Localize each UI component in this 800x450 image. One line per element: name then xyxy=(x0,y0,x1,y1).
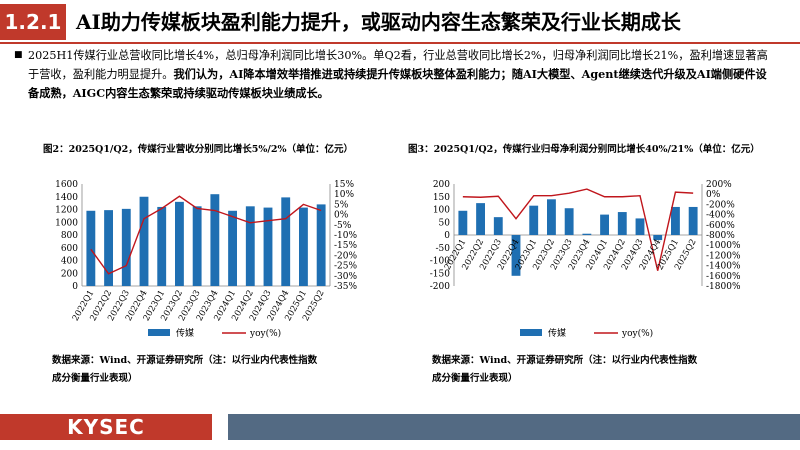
bar-2025Q2 xyxy=(316,204,326,286)
bar-2023Q2 xyxy=(547,199,556,235)
y-tick-left: 0 xyxy=(444,231,450,241)
y-tick-right: 0% xyxy=(706,190,721,200)
legend-swatch-bars xyxy=(148,329,170,336)
bar-2024Q3 xyxy=(635,218,645,235)
y-tick-right: -1200% xyxy=(706,251,741,261)
bar-2022Q4 xyxy=(511,235,521,276)
bar-2022Q3 xyxy=(493,217,503,235)
y-tick-right: 15% xyxy=(334,180,354,190)
bar-2022Q3 xyxy=(121,208,131,286)
left-source-line2: 成分衡量行业表现） xyxy=(52,373,138,384)
y-tick-left: 1200 xyxy=(55,206,78,216)
bar-2024Q4 xyxy=(281,197,291,286)
y-tick-left: 1600 xyxy=(55,180,78,190)
left-source-line1: 数据来源：Wind、开源证券研究所（注：以行业内代表性指数 xyxy=(52,355,318,366)
bar-2022Q2 xyxy=(104,210,113,286)
y-tick-right: -1600% xyxy=(706,272,741,282)
y-tick-left: -50 xyxy=(436,244,451,254)
y-tick-right: -35% xyxy=(334,282,357,292)
bar-2025Q2 xyxy=(688,206,698,235)
right-source-line1: 数据来源：Wind、开源证券研究所（注：以行业内代表性指数 xyxy=(432,355,698,366)
y-tick-left: -150 xyxy=(430,269,450,279)
footer-bar xyxy=(228,414,800,440)
y-tick-left: 1000 xyxy=(55,218,78,228)
y-tick-left: 600 xyxy=(61,244,78,254)
bar-2024Q2 xyxy=(617,212,627,235)
y-tick-right: -20% xyxy=(334,251,357,261)
y-tick-right: -1000% xyxy=(706,241,741,251)
left-chart-title: 图2：2025Q1/Q2，传媒行业营收分别同比增长5%/2%（单位：亿元） xyxy=(43,144,354,155)
y-tick-right: -15% xyxy=(334,241,357,251)
bar-2022Q4 xyxy=(139,196,149,286)
y-tick-right: -1800% xyxy=(706,282,741,292)
y-tick-left: 800 xyxy=(61,231,78,241)
revenue-chart: 0 200 400 600 800 1000 1200 1400 1600 -35%-30%-25… xyxy=(55,180,357,339)
bar-2023Q1 xyxy=(529,205,539,235)
y-tick-right: -600% xyxy=(706,221,735,231)
y-tick-right: 5% xyxy=(334,200,349,210)
title-divider xyxy=(0,42,800,44)
bar-2023Q2 xyxy=(175,201,184,286)
y-tick-left: 50 xyxy=(439,218,451,228)
y-tick-left: 0 xyxy=(72,282,78,292)
bar-2023Q3 xyxy=(192,206,202,286)
y-tick-right: -800% xyxy=(706,231,735,241)
bar-2025Q1 xyxy=(299,207,308,286)
y-tick-right: 10% xyxy=(334,190,354,200)
bar-2023Q3 xyxy=(564,208,574,235)
section-number: 1.2.1 xyxy=(0,4,66,40)
legend-label-line: yoy(%) xyxy=(249,328,281,339)
left-source-note: 数据来源：Wind、开源证券研究所（注：以行业内代表性指数 成分衡量行业表现） xyxy=(52,352,317,388)
y-tick-left: 200 xyxy=(61,269,78,279)
legend-label-bars: 传媒 xyxy=(176,327,194,339)
legend-label-line: yoy(%) xyxy=(621,328,653,339)
bar-2024Q1 xyxy=(228,210,237,286)
y-tick-left: 400 xyxy=(61,257,78,267)
bar-2023Q4 xyxy=(582,233,592,235)
y-tick-right: -10% xyxy=(334,231,357,241)
bullet-icon: ■ xyxy=(14,50,23,60)
right-chart-title: 图3：2025Q1/Q2，传媒行业归母净利润分别同比增长40%/21%（单位：亿… xyxy=(408,144,760,155)
page-title: AI助力传媒板块盈利能力提升，或驱动内容生态繁荣及行业长期成长 xyxy=(76,10,681,34)
y-tick-right: -25% xyxy=(334,262,357,272)
legend-label-bars: 传媒 xyxy=(548,327,566,339)
net-profit-chart: -200-150-100-50050100150200-1800%-1600%-… xyxy=(430,180,741,339)
y-tick-left: 150 xyxy=(433,193,450,203)
bar-2024Q1 xyxy=(600,214,609,235)
y-tick-left: -100 xyxy=(430,257,450,267)
yoy-line xyxy=(90,195,322,275)
bar-2022Q1 xyxy=(458,210,468,235)
bar-2024Q2 xyxy=(245,206,255,286)
y-tick-right: 200% xyxy=(706,180,732,190)
yoy-line xyxy=(462,188,694,271)
y-tick-left: 1400 xyxy=(55,193,78,203)
y-tick-left: 100 xyxy=(433,206,450,216)
y-tick-left: 200 xyxy=(433,180,450,190)
bar-2023Q1 xyxy=(157,206,167,286)
right-source-note: 数据来源：Wind、开源证券研究所（注：以行业内代表性指数 成分衡量行业表现） xyxy=(432,352,697,388)
y-tick-right: -5% xyxy=(334,221,352,231)
kysec-logo: KYSEC xyxy=(0,414,212,440)
y-tick-left: -200 xyxy=(430,282,450,292)
y-tick-right: -30% xyxy=(334,272,357,282)
summary-paragraph: 2025H1传媒行业总营收同比增长4%，总归母净利润同比增长30%。单Q2看，行… xyxy=(28,46,768,103)
summary-emphasis: 我们认为，AI降本增效举措推进或持续提升传媒板块整体盈利能力；随AI大模型、Ag… xyxy=(28,67,767,100)
y-tick-right: 0% xyxy=(334,211,349,221)
y-tick-right: -400% xyxy=(706,211,735,221)
bar-2024Q4 xyxy=(653,235,663,241)
summary-text: 2025H1传媒行业总营收同比增长4%，总归母净利润同比增长30%。单Q2看，行… xyxy=(28,49,768,81)
y-tick-right: -1400% xyxy=(706,262,741,272)
bar-2022Q2 xyxy=(476,203,485,235)
bar-2024Q3 xyxy=(263,207,273,286)
y-tick-right: -200% xyxy=(706,200,735,210)
bar-2025Q1 xyxy=(671,206,680,235)
right-source-line2: 成分衡量行业表现） xyxy=(432,373,518,384)
bar-2023Q4 xyxy=(210,194,220,286)
legend-swatch-bars xyxy=(520,329,542,336)
bar-2022Q1 xyxy=(86,210,96,286)
